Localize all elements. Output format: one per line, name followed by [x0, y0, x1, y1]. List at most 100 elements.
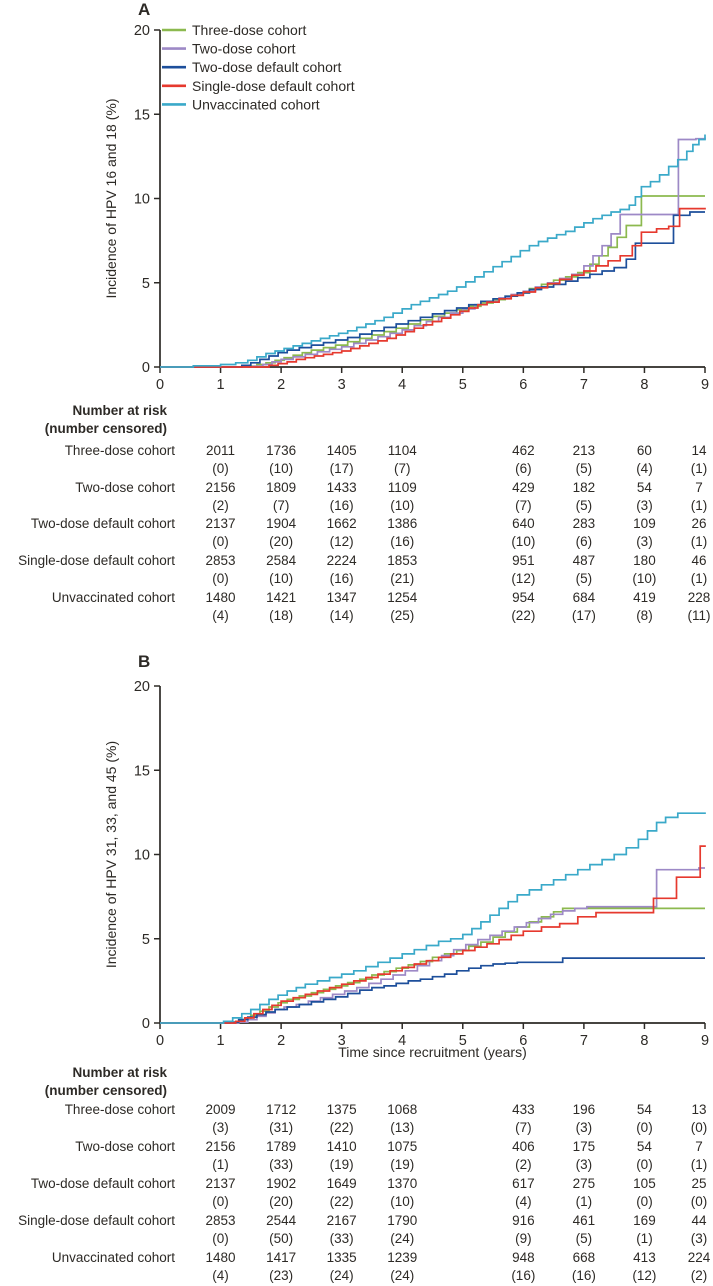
panel-b-label: B	[138, 652, 151, 671]
y-axis-title: Incidence of HPV 31, 33, and 45 (%)	[103, 741, 119, 968]
at-risk-count: 1347	[326, 590, 357, 605]
risk-row-label: Unvaccinated cohort	[51, 1250, 175, 1265]
censored-count: (20)	[269, 1194, 294, 1209]
at-risk-count: 406	[512, 1139, 535, 1154]
censored-count: (10)	[390, 498, 415, 513]
censored-count: (0)	[212, 571, 229, 586]
censored-count: (18)	[269, 608, 294, 623]
censored-count: (10)	[269, 461, 294, 476]
at-risk-count: 2156	[205, 1139, 236, 1154]
at-risk-count: 14	[691, 443, 707, 458]
y-tick-label: 10	[134, 848, 150, 864]
censored-count: (16)	[329, 498, 354, 513]
risk-row-label: Unvaccinated cohort	[51, 590, 175, 605]
at-risk-count: 1417	[266, 1250, 297, 1265]
at-risk-count: 54	[636, 480, 652, 495]
at-risk-count: 1335	[326, 1250, 357, 1265]
y-tick-label: 20	[134, 679, 150, 695]
at-risk-count: 1902	[266, 1176, 297, 1191]
at-risk-count: 1904	[266, 516, 297, 531]
at-risk-count: 109	[633, 516, 656, 531]
censored-count: (23)	[269, 1268, 294, 1283]
x-tick-label: 9	[701, 377, 709, 393]
x-tick-label: 7	[580, 377, 588, 393]
censored-count: (7)	[393, 461, 411, 476]
at-risk-count: 105	[633, 1176, 656, 1191]
at-risk-count: 2137	[205, 1176, 236, 1191]
at-risk-count: 954	[512, 590, 535, 605]
at-risk-count: 224	[687, 1250, 711, 1265]
risk-table-b-header-line1: Number at risk	[72, 1065, 167, 1080]
at-risk-count: 1068	[387, 1102, 418, 1117]
censored-count: (33)	[329, 1231, 354, 1246]
y-tick-label: 15	[134, 763, 150, 779]
at-risk-count: 1853	[387, 553, 418, 568]
censored-count: (2)	[212, 498, 229, 513]
censored-count: (9)	[515, 1231, 532, 1246]
at-risk-count: 1790	[387, 1213, 418, 1228]
censored-count: (24)	[390, 1268, 415, 1283]
x-tick-label: 8	[640, 1033, 648, 1049]
at-risk-count: 1421	[266, 590, 297, 605]
censored-count: (3)	[636, 498, 653, 513]
risk-row-label: Three-dose cohort	[64, 1102, 175, 1117]
at-risk-count: 2011	[206, 443, 236, 458]
censored-count: (6)	[515, 461, 532, 476]
censored-count: (31)	[269, 1120, 294, 1135]
at-risk-count: 668	[572, 1250, 596, 1265]
at-risk-count: 46	[691, 553, 707, 568]
at-risk-count: 1649	[326, 1176, 357, 1191]
at-risk-count: 275	[572, 1176, 596, 1191]
at-risk-count: 7	[695, 1139, 703, 1154]
at-risk-count: 1104	[387, 443, 417, 458]
censored-count: (7)	[515, 1120, 532, 1135]
censored-count: (22)	[329, 1194, 354, 1209]
at-risk-count: 1480	[205, 590, 236, 605]
at-risk-count: 2853	[205, 553, 236, 568]
at-risk-count: 196	[572, 1102, 596, 1117]
censored-count: (12)	[511, 571, 536, 586]
x-tick-label: 3	[338, 377, 346, 393]
x-tick-label: 0	[156, 377, 164, 393]
at-risk-count: 25	[691, 1176, 707, 1191]
at-risk-count: 2137	[205, 516, 236, 531]
at-risk-count: 419	[633, 590, 656, 605]
censored-count: (4)	[212, 608, 229, 623]
at-risk-count: 283	[572, 516, 596, 531]
censored-count: (22)	[329, 1120, 354, 1135]
censored-count: (0)	[690, 1194, 708, 1209]
at-risk-count: 228	[687, 590, 711, 605]
censored-count: (0)	[212, 534, 229, 549]
y-tick-label: 0	[142, 1016, 150, 1032]
censored-count: (7)	[515, 498, 532, 513]
risk-row-label: Three-dose cohort	[64, 443, 175, 458]
y-tick-label: 20	[134, 23, 150, 39]
censored-count: (16)	[390, 534, 415, 549]
risk-row-label: Two-dose default cohort	[30, 516, 175, 531]
x-tick-label: 1	[217, 1033, 225, 1049]
x-tick-label: 5	[459, 377, 467, 393]
censored-count: (3)	[212, 1120, 229, 1135]
risk-row-label: Two-dose default cohort	[30, 1176, 175, 1191]
x-tick-label: 6	[519, 377, 527, 393]
censored-count: (2)	[690, 1268, 708, 1283]
censored-count: (1)	[690, 1157, 708, 1172]
survival-curve	[160, 812, 706, 1024]
at-risk-count: 413	[633, 1250, 656, 1265]
at-risk-count: 429	[512, 480, 535, 495]
at-risk-count: 2544	[266, 1213, 297, 1228]
censored-count: (4)	[212, 1268, 229, 1283]
at-risk-count: 1410	[326, 1139, 357, 1154]
at-risk-count: 1712	[266, 1102, 297, 1117]
censored-count: (1)	[690, 534, 708, 549]
survival-curve	[160, 137, 706, 368]
censored-count: (12)	[632, 1268, 657, 1283]
at-risk-count: 54	[636, 1139, 652, 1154]
x-tick-label: 2	[277, 377, 285, 393]
censored-count: (0)	[212, 1194, 229, 1209]
censored-count: (12)	[329, 534, 354, 549]
at-risk-count: 684	[572, 590, 596, 605]
at-risk-count: 26	[691, 516, 707, 531]
censored-count: (1)	[690, 461, 708, 476]
risk-table-a-header-line1: Number at risk	[72, 403, 167, 418]
